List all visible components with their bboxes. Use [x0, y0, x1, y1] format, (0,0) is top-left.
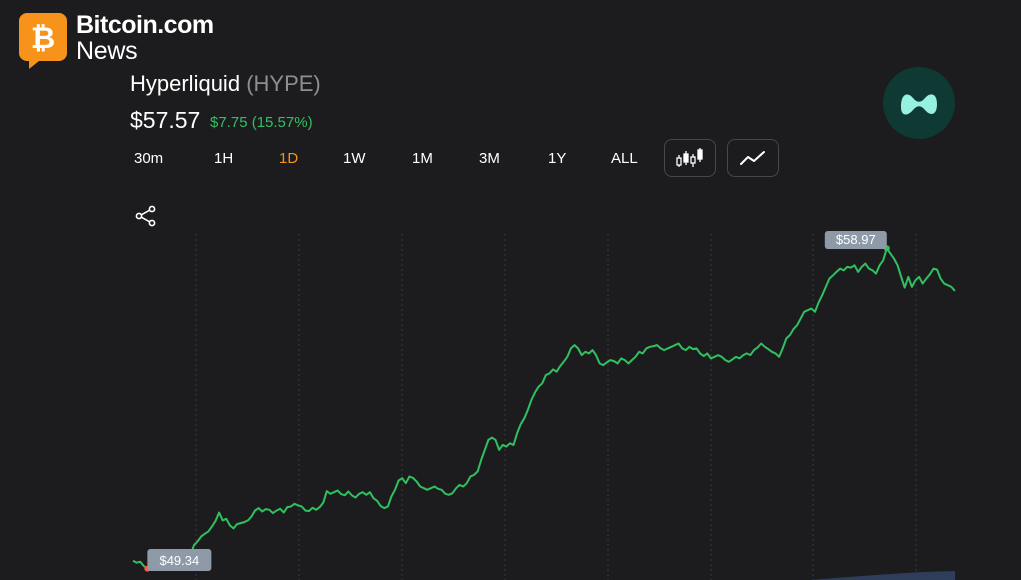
line-chart-button[interactable] [727, 139, 779, 177]
brand-subname: News [76, 37, 138, 65]
brand-name: Bitcoin.com [76, 11, 214, 39]
share-icon[interactable] [135, 205, 157, 227]
timeframe-1m[interactable]: 1M [412, 150, 433, 167]
current-price: $57.57 [130, 107, 201, 133]
price-change: $7.75 (15.57%) [210, 114, 313, 131]
timeframe-1h[interactable]: 1H [214, 150, 234, 167]
timeframe-1y[interactable]: 1Y [548, 150, 567, 167]
max-price-tag: $58.97 [824, 231, 887, 249]
brand-logo[interactable]: ₿ Bitcoin.com News [19, 13, 214, 69]
candlestick-chart-button[interactable] [664, 139, 716, 177]
timeframe-all[interactable]: ALL [611, 150, 638, 167]
min-price-tag: $49.34 [147, 549, 212, 571]
line-chart-icon [740, 151, 765, 165]
timeframe-30m[interactable]: 30m [134, 150, 164, 167]
volume-area [810, 571, 955, 580]
min-price-label: $49.34 [159, 553, 199, 568]
bitcoin-logo-icon: ₿ [19, 13, 67, 69]
coin-ticker: (HYPE) [246, 71, 321, 96]
timeframe-1w[interactable]: 1W [343, 150, 366, 167]
timeframe-3m[interactable]: 3M [479, 150, 500, 167]
candlestick-icon [676, 148, 703, 167]
max-price-label: $58.97 [836, 232, 876, 247]
price-line[interactable] [132, 247, 956, 570]
coin-name: Hyperliquid [130, 71, 241, 96]
hyperliquid-logo-icon [883, 67, 955, 139]
chart-grid [195, 234, 917, 580]
coin-title: Hyperliquid (HYPE) [130, 71, 321, 97]
timeframe-1d[interactable]: 1D [279, 150, 299, 167]
svg-text:₿: ₿ [31, 22, 55, 55]
